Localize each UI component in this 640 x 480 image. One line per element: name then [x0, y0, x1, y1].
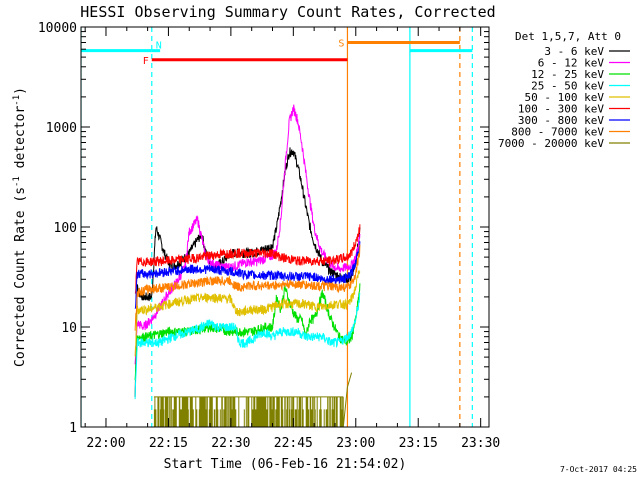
legend-label-7000-20000-kev: 7000 - 20000 keV: [498, 137, 604, 150]
timestamp: 7-Oct-2017 04:25: [560, 465, 637, 474]
legend-label-25-50-kev: 25 - 50 keV: [531, 80, 604, 93]
series-line-300-800-kev: [134, 241, 361, 309]
y-axis-label-mid: detector: [13, 106, 28, 177]
x-tick-label: 23:30: [461, 436, 500, 451]
y-tick-label: 1000: [46, 121, 77, 136]
state-bar-label-2: F: [143, 56, 149, 67]
series-line-7000-20000-kev: [153, 372, 353, 427]
y-axis: 1 10 100 1000 10000: [38, 21, 489, 436]
x-tick-label: 23:15: [399, 436, 438, 451]
y-axis-label-sup1: -1: [12, 176, 22, 187]
legend-label-50-100-kev: 50 - 100 keV: [525, 91, 605, 104]
y-tick-label: 100: [54, 221, 77, 236]
series-line-12-25-kev: [134, 283, 361, 381]
y-axis-label-main: Corrected Count Rate (s: [13, 187, 28, 367]
x-tick-label: 22:00: [86, 436, 125, 451]
y-tick-label: 10: [61, 321, 77, 336]
y-axis-label-end: ): [13, 87, 28, 95]
state-bar-label-3: S: [338, 38, 344, 49]
series-line-800-7000-kev: [134, 244, 361, 331]
x-tick-label: 22:15: [149, 436, 188, 451]
legend-label-300-800-kev: 300 - 800 keV: [518, 114, 604, 127]
series-line-100-300-kev: [134, 224, 361, 294]
series-line-50-100-kev: [134, 269, 361, 357]
legend-label-12-25-kev: 12 - 25 keV: [531, 68, 604, 81]
y-tick-label: 10000: [38, 21, 77, 36]
legend-label-800-7000-kev: 800 - 7000 keV: [511, 126, 604, 139]
y-axis-label: Corrected Count Rate (s-1 detector-1): [12, 87, 28, 367]
y-axis-label-sup2: -1: [12, 95, 22, 106]
x-tick-label: 23:00: [336, 436, 375, 451]
legend-label-6-12-kev: 6 - 12 keV: [538, 57, 605, 70]
x-axis-label: Start Time (06-Feb-16 21:54:02): [164, 457, 407, 472]
series-line-25-50-kev: [134, 293, 361, 400]
legend-label-3-6-kev: 3 - 6 keV: [544, 45, 604, 58]
x-tick-label: 22:45: [274, 436, 313, 451]
legend-label-100-300-kev: 100 - 300 keV: [518, 103, 604, 116]
legend-header: Det 1,5,7, Att 0: [515, 30, 621, 43]
chart-title: HESSI Observing Summary Count Rates, Cor…: [80, 3, 495, 21]
y-tick-label: 1: [69, 421, 77, 436]
x-axis: 22:00 22:15 22:30 22:45 23:00 23:15 23:30: [84, 27, 500, 451]
x-tick-label: 22:30: [211, 436, 250, 451]
state-bar-label-1: N: [156, 41, 162, 52]
